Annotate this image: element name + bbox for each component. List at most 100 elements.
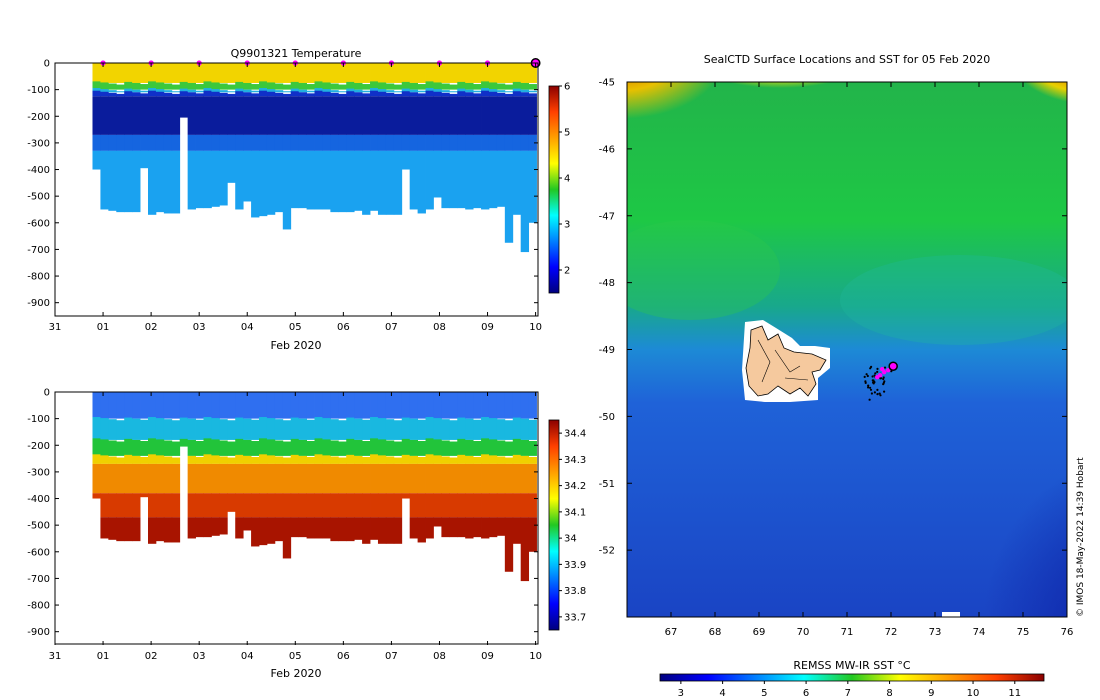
temperature-yellow-cell <box>227 63 236 83</box>
salinity-orange-cell <box>148 463 157 494</box>
temperature-yellow-cell <box>266 63 276 83</box>
temperature-light-blue-cell <box>473 150 482 209</box>
temperature-navy-cell <box>274 96 284 135</box>
temperature-navy-cell <box>346 96 355 135</box>
temperature-navy-cell <box>108 96 117 135</box>
temperature-cyan-cell <box>266 89 276 93</box>
salinity-cyan-cell <box>465 418 474 440</box>
salinity-yellow-cell <box>512 454 522 464</box>
salinity-red-cell <box>417 493 426 518</box>
track-dot <box>882 383 885 386</box>
temperature-yellow-cell <box>203 63 212 83</box>
salinity-dark-red-cell <box>163 517 173 543</box>
temperature-yellow-cell <box>481 63 490 83</box>
temperature-mid-blue-cell <box>385 134 395 151</box>
salinity-green-cell <box>338 441 347 456</box>
temperature-cyan-cell <box>377 89 387 93</box>
salinity-cyan-cell <box>306 419 315 440</box>
salinity-blue-cell <box>290 392 300 419</box>
lon-tick-label: 75 <box>1017 627 1030 638</box>
temperature-cyan-cell <box>417 90 426 93</box>
temperature-yellow-cell <box>314 63 323 83</box>
track-dot <box>882 377 885 381</box>
salinity-orange-cell <box>330 463 339 494</box>
temperature-yellow-cell <box>148 63 157 83</box>
y-tick-label: -300 <box>27 467 50 478</box>
temperature-green-cell <box>441 83 450 90</box>
temperature-cyan-cell <box>251 90 260 93</box>
temperature-yellow-cell <box>409 63 419 83</box>
temperature-green-cell <box>203 81 212 90</box>
salinity-yellow-cell <box>481 454 490 464</box>
salinity-dark-red-cell <box>124 517 133 542</box>
salinity-green-cell <box>520 439 530 456</box>
salinity-blue-cell <box>243 392 252 419</box>
salinity-green-cell <box>124 438 133 456</box>
sst-colorbar-tick-label: 4 <box>719 688 725 699</box>
temperature-green-cell <box>417 84 426 90</box>
salinity-red-cell <box>449 493 458 518</box>
salinity-dark-red-cell <box>235 517 244 539</box>
temperature-y-ticks: 0 -100 -200 -300 -400 -500 -600 -700 -800 -900 <box>27 59 538 309</box>
temperature-mid-blue-cell <box>393 134 403 151</box>
temperature-navy-cell <box>528 96 537 135</box>
temperature-light-blue-cell <box>219 150 228 206</box>
salinity-blue-cell <box>385 392 395 419</box>
salinity-cyan-cell <box>330 419 339 440</box>
temperature-mid-blue-cell <box>370 134 379 151</box>
salinity-blue-cell <box>393 392 403 419</box>
temperature-green-cell <box>211 82 220 90</box>
salinity-cyan-cell <box>251 419 260 440</box>
temperature-blue-cell <box>306 93 315 97</box>
salinity-green-cell <box>465 439 474 456</box>
sst-cold-southeast <box>900 380 1067 617</box>
salinity-orange-cell <box>425 463 434 494</box>
salinity-orange-cell <box>155 463 165 494</box>
salinity-dark-red-cell <box>282 517 292 559</box>
lat-tick-label: -50 <box>599 412 615 423</box>
track-dot <box>879 394 882 397</box>
temperature-green-cell <box>512 81 522 90</box>
salinity-yellow-cell <box>377 455 387 464</box>
temperature-blue-cell <box>488 91 498 97</box>
salinity-blue-cell <box>266 392 276 419</box>
salinity-green-cell <box>100 439 109 456</box>
temperature-yellow-cell <box>179 63 189 83</box>
temperature-mid-blue-cell <box>504 134 514 151</box>
salinity-dark-red-cell <box>219 517 228 535</box>
salinity-yellow-cell <box>314 454 323 464</box>
salinity-blue-cell <box>322 392 331 419</box>
temperature-light-blue-cell <box>155 150 165 213</box>
salinity-orange-cell <box>441 463 450 494</box>
temperature-yellow-cell <box>124 63 133 83</box>
temperature-green-cell <box>266 82 276 90</box>
track-dot <box>870 392 874 395</box>
temperature-green-cell <box>481 81 490 90</box>
temperature-cyan-cell <box>306 90 315 93</box>
temperature-blue-cell <box>481 90 490 97</box>
temperature-green-cell <box>155 82 165 90</box>
salinity-red-cell <box>100 493 109 518</box>
temperature-navy-cell <box>140 96 149 135</box>
salinity-blue-cell <box>512 392 522 419</box>
salinity-dark-red-cell <box>298 517 307 538</box>
colorbar-tick-label: 3 <box>564 220 570 231</box>
salinity-blue-cell <box>520 392 530 419</box>
temperature-blue-cell <box>259 90 268 97</box>
temperature-cyan-cell <box>401 88 411 93</box>
salinity-yellow-cell <box>488 455 498 464</box>
y-tick-label: -200 <box>27 112 50 123</box>
temperature-yellow-cell <box>346 63 355 83</box>
salinity-blue-cell <box>488 392 498 419</box>
temperature-blue-cell <box>377 91 387 97</box>
salinity-cyan-cell <box>488 418 498 440</box>
salinity-yellow-cell <box>338 457 347 464</box>
temperature-mid-blue-cell <box>124 134 133 151</box>
temperature-yellow-cell <box>496 63 506 83</box>
salinity-colorbar-ticks: 33.7 33.8 33.9 34 34.1 34.2 34.3 34.4 <box>559 429 586 623</box>
temperature-blue-cell <box>362 93 371 97</box>
salinity-green-cell <box>528 441 537 456</box>
salinity-red-cell <box>370 493 379 518</box>
salinity-cyan-cell <box>409 418 419 440</box>
sst-colorbar-tick-label: 10 <box>967 688 980 699</box>
